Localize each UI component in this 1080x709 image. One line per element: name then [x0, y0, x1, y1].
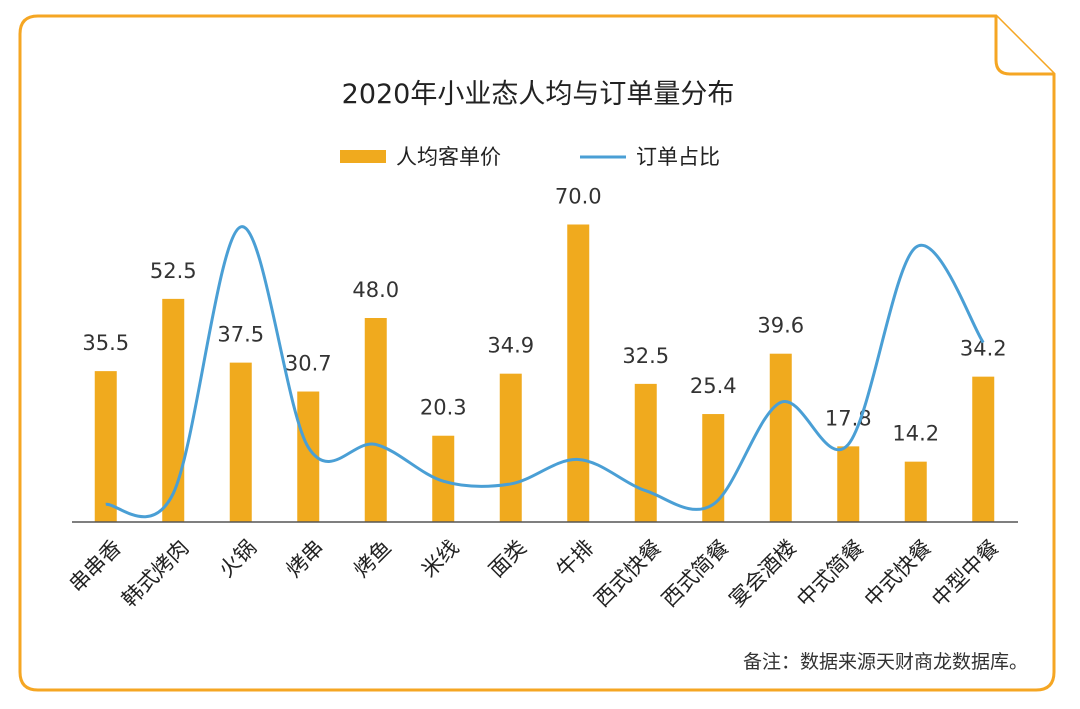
bar-value-label: 25.4: [690, 374, 737, 398]
bar-value-label: 52.5: [150, 259, 197, 283]
source-note: 备注：数据来源天财商龙数据库。: [743, 651, 1028, 673]
bar-value-label: 70.0: [555, 185, 602, 209]
folded-corner: [994, 16, 1054, 76]
bar-烤鱼: [364, 318, 387, 522]
bar-value-label: 20.3: [420, 396, 467, 420]
bar-西式简餐: [702, 414, 725, 522]
bar-中型中餐: [972, 376, 995, 522]
bar-series: [94, 224, 995, 522]
bar-value-label: 34.9: [487, 334, 534, 358]
bar-value-label: 48.0: [352, 278, 399, 302]
bar-中式快餐: [904, 461, 927, 522]
bar-串串香: [94, 371, 117, 522]
bar-米线: [432, 435, 455, 522]
legend: 人均客单价 订单占比: [340, 145, 720, 169]
legend-bar-label: 人均客单价: [396, 145, 501, 169]
bar-value-label: 35.5: [82, 331, 129, 355]
order-share-line: [105, 225, 985, 519]
bar-value-label: 39.6: [757, 314, 804, 338]
bar-面类: [499, 373, 522, 522]
bar-韩式烤肉: [162, 298, 185, 522]
bar-value-label: 37.5: [217, 323, 264, 347]
chart-title: 2020年小业态人均与订单量分布: [342, 79, 735, 110]
bar-中式简餐: [837, 446, 860, 522]
bar-烤串: [297, 391, 320, 522]
bar-value-labels: 35.5 52.5 37.5 30.7 48.0 20.3 34.9 70.0 32.5 25.4…: [82, 185, 1006, 446]
bar-宴会酒楼: [769, 353, 792, 522]
bar-value-label: 32.5: [622, 344, 669, 368]
bar-value-label: 14.2: [892, 422, 939, 446]
legend-bar-swatch: [340, 150, 386, 163]
bar-火锅: [229, 362, 252, 522]
bar-牛排: [567, 224, 590, 522]
legend-line-label: 订单占比: [636, 145, 720, 169]
bar-西式快餐: [634, 383, 657, 522]
bar-value-label: 30.7: [285, 352, 332, 376]
order-share-points: [105, 226, 984, 505]
